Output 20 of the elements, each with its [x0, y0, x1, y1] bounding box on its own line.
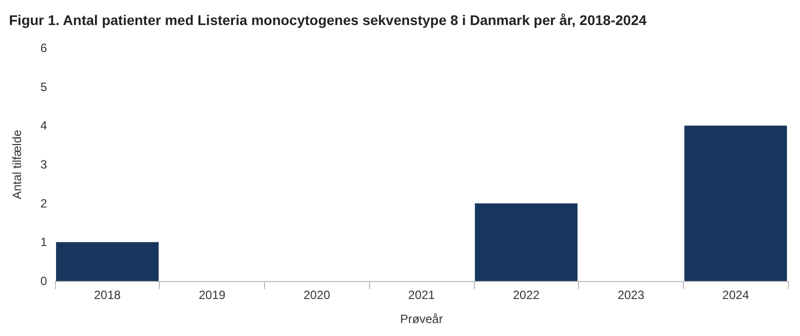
y-tick-label: 5	[40, 80, 48, 94]
y-axis-title: Antal tilfælde	[10, 129, 24, 200]
y-tick-label: 0	[40, 274, 48, 288]
y-tick-label: 1	[40, 235, 48, 250]
bar	[56, 242, 159, 281]
x-tick-label: 2022	[512, 288, 540, 302]
x-tick-label: 2024	[722, 288, 750, 302]
x-tick-label: 2021	[408, 288, 436, 302]
x-tick-label: 2023	[618, 288, 645, 302]
x-axis-title: Prøveår	[400, 312, 443, 326]
y-tick-label: 2	[40, 196, 48, 210]
chart-title: Figur 1. Antal patienter med Listeria monocytogenes sekvenstype 8 i Danmark per år, 2018-2024	[9, 12, 647, 28]
bar	[684, 126, 787, 281]
x-tick-label: 2018	[94, 288, 122, 302]
y-tick-label: 4	[40, 118, 48, 133]
y-tick-label: 3	[40, 158, 48, 172]
y-tick-label: 6	[40, 41, 48, 55]
x-tick-label: 2020	[303, 288, 330, 302]
bar	[474, 203, 578, 281]
x-tick-label: 2019	[198, 288, 226, 302]
